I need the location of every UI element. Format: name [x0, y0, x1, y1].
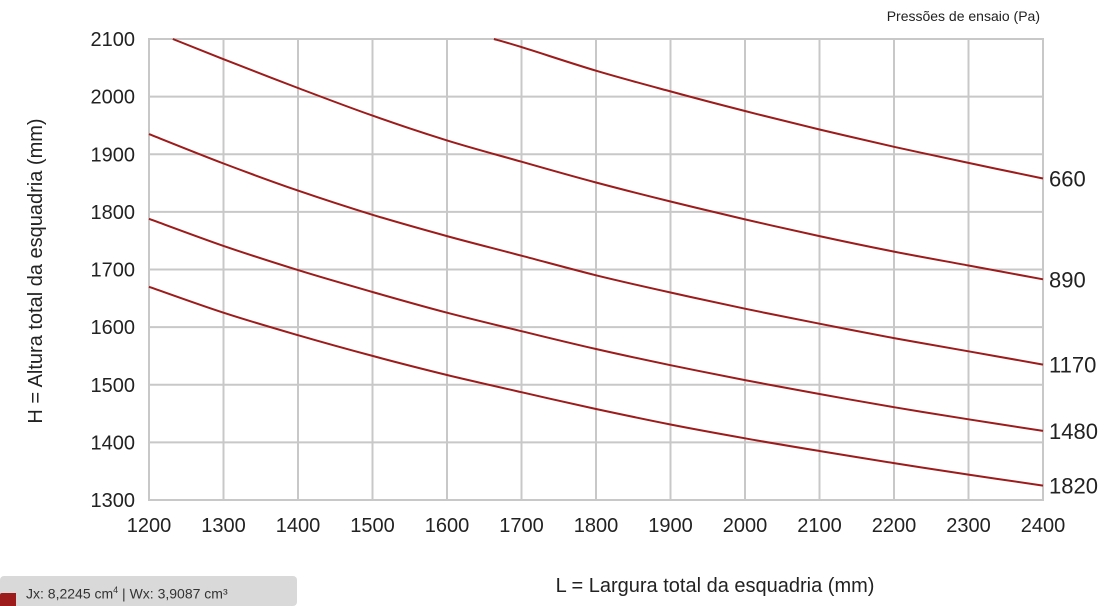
- x-tick-label: 1500: [350, 515, 395, 537]
- y-tick-label: 1700: [91, 260, 136, 282]
- x-tick-label: 2200: [872, 515, 917, 537]
- y-tick-label: 2000: [91, 87, 136, 109]
- series-label-1170: 1170: [1049, 353, 1096, 378]
- y-axis-ticks: 1300 1400 1500 1600 1700 1800 1900 2000 2100: [91, 29, 136, 512]
- series-label-1480: 1480: [1049, 419, 1098, 444]
- wx-value: Wx: 3,9087 cm³: [130, 586, 228, 602]
- x-tick-label: 2400: [1021, 515, 1066, 537]
- x-tick-label: 1300: [201, 515, 246, 537]
- legend-title: Pressões de ensaio (Pa): [887, 8, 1040, 24]
- jx-value: Jx: 8,2245 cm: [26, 586, 113, 602]
- series-line-660: [494, 39, 1043, 179]
- x-tick-label: 1900: [648, 515, 693, 537]
- y-tick-label: 1900: [91, 144, 136, 166]
- x-tick-label: 2300: [946, 515, 991, 537]
- x-tick-label: 2000: [723, 515, 768, 537]
- series-labels: 660 890 1170 1480 1820: [1049, 166, 1098, 498]
- x-tick-label: 2100: [797, 515, 842, 537]
- y-tick-label: 1500: [91, 375, 136, 397]
- x-axis-ticks: 1200 1300 1400 1500 1600 1700 1800 1900 2000 2100…: [127, 515, 1066, 537]
- grid-lines: [149, 39, 1043, 500]
- x-tick-label: 1800: [574, 515, 619, 537]
- y-tick-label: 1600: [91, 317, 136, 339]
- y-tick-label: 2100: [91, 29, 136, 51]
- y-tick-label: 1400: [91, 432, 136, 454]
- x-tick-label: 1400: [276, 515, 321, 537]
- series-label-1820: 1820: [1049, 474, 1098, 499]
- x-tick-label: 1200: [127, 515, 172, 537]
- x-tick-label: 1700: [499, 515, 544, 537]
- y-tick-label: 1800: [91, 202, 136, 224]
- profile-info-text: Jx: 8,2245 cm4 | Wx: 3,9087 cm³: [26, 585, 228, 602]
- y-tick-label: 1300: [91, 490, 136, 512]
- y-axis-title: H = Altura total da esquadria (mm): [25, 118, 47, 423]
- x-axis-title: L = Largura total da esquadria (mm): [556, 575, 875, 597]
- separator: |: [118, 586, 129, 602]
- series-color-marker: [0, 593, 16, 606]
- x-tick-label: 1600: [425, 515, 470, 537]
- series-label-890: 890: [1049, 267, 1086, 292]
- series-label-660: 660: [1049, 166, 1086, 191]
